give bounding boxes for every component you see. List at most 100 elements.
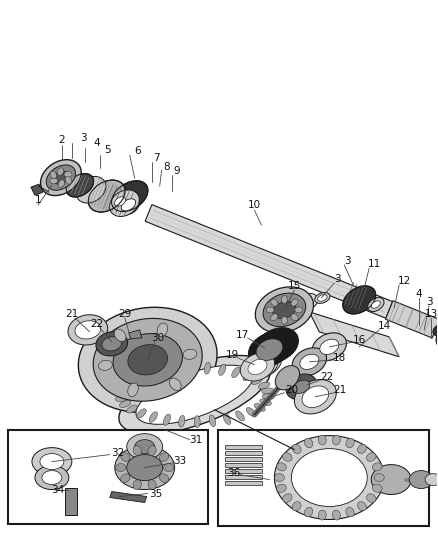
Text: 5: 5 xyxy=(105,145,111,155)
Bar xyxy=(225,450,262,455)
Polygon shape xyxy=(145,205,392,318)
Ellipse shape xyxy=(264,334,291,356)
Text: 14: 14 xyxy=(378,321,391,331)
Ellipse shape xyxy=(292,445,301,454)
Ellipse shape xyxy=(262,388,274,394)
Text: 3: 3 xyxy=(81,133,87,143)
Ellipse shape xyxy=(75,321,101,339)
Ellipse shape xyxy=(372,463,382,471)
Ellipse shape xyxy=(409,471,433,489)
Text: 9: 9 xyxy=(173,166,180,176)
Text: 22: 22 xyxy=(321,372,334,382)
Ellipse shape xyxy=(295,293,318,311)
Ellipse shape xyxy=(252,330,294,365)
Ellipse shape xyxy=(68,314,108,345)
Ellipse shape xyxy=(255,287,314,333)
Ellipse shape xyxy=(256,339,283,360)
Ellipse shape xyxy=(110,192,130,211)
Ellipse shape xyxy=(149,412,158,422)
Ellipse shape xyxy=(232,367,240,378)
Bar xyxy=(225,457,262,461)
Ellipse shape xyxy=(318,435,326,445)
Polygon shape xyxy=(31,184,43,195)
Ellipse shape xyxy=(120,453,130,462)
Ellipse shape xyxy=(346,438,354,448)
Text: 17: 17 xyxy=(236,330,249,340)
Ellipse shape xyxy=(244,351,278,379)
Bar xyxy=(225,474,262,479)
Ellipse shape xyxy=(318,510,326,520)
Ellipse shape xyxy=(41,160,81,196)
Ellipse shape xyxy=(304,507,313,517)
Ellipse shape xyxy=(116,464,126,472)
Bar xyxy=(65,488,77,515)
Text: 3: 3 xyxy=(344,256,350,266)
Ellipse shape xyxy=(262,393,274,400)
Ellipse shape xyxy=(304,438,313,448)
Ellipse shape xyxy=(436,325,438,339)
Text: 13: 13 xyxy=(424,309,438,319)
Ellipse shape xyxy=(371,301,380,308)
Ellipse shape xyxy=(425,473,438,486)
Ellipse shape xyxy=(266,307,274,313)
Ellipse shape xyxy=(64,176,78,187)
Text: 10: 10 xyxy=(248,200,261,210)
Ellipse shape xyxy=(50,178,58,184)
Ellipse shape xyxy=(170,378,181,391)
Text: 11: 11 xyxy=(367,259,381,269)
Ellipse shape xyxy=(133,480,141,490)
Ellipse shape xyxy=(271,299,278,306)
Bar xyxy=(225,463,262,466)
Ellipse shape xyxy=(283,494,292,503)
Ellipse shape xyxy=(312,333,346,361)
Ellipse shape xyxy=(332,510,340,520)
Text: 3: 3 xyxy=(426,297,432,307)
Ellipse shape xyxy=(433,325,438,336)
Ellipse shape xyxy=(260,336,287,358)
Text: 34: 34 xyxy=(51,484,64,495)
Ellipse shape xyxy=(121,199,136,211)
Ellipse shape xyxy=(276,463,286,471)
Polygon shape xyxy=(309,312,399,357)
Ellipse shape xyxy=(374,473,384,481)
Ellipse shape xyxy=(302,386,328,408)
Ellipse shape xyxy=(223,414,231,424)
Ellipse shape xyxy=(163,414,170,425)
Ellipse shape xyxy=(194,416,200,427)
Ellipse shape xyxy=(42,471,62,484)
Ellipse shape xyxy=(320,339,339,354)
Ellipse shape xyxy=(247,349,282,377)
Ellipse shape xyxy=(357,445,367,454)
Ellipse shape xyxy=(343,286,376,314)
Polygon shape xyxy=(385,301,438,338)
Ellipse shape xyxy=(32,448,72,475)
Ellipse shape xyxy=(159,474,169,482)
Ellipse shape xyxy=(255,355,274,370)
Text: 12: 12 xyxy=(398,276,411,286)
Ellipse shape xyxy=(128,345,167,375)
Text: 35: 35 xyxy=(149,489,162,498)
Text: 16: 16 xyxy=(353,335,366,345)
Polygon shape xyxy=(110,491,147,503)
Ellipse shape xyxy=(133,446,141,455)
Text: 22: 22 xyxy=(90,319,103,329)
Ellipse shape xyxy=(110,190,139,216)
Ellipse shape xyxy=(281,295,287,303)
Ellipse shape xyxy=(314,293,330,303)
Text: 4: 4 xyxy=(93,138,100,148)
Ellipse shape xyxy=(112,181,148,212)
Ellipse shape xyxy=(263,293,306,327)
Text: 33: 33 xyxy=(173,456,186,466)
Ellipse shape xyxy=(292,348,327,376)
Text: 21: 21 xyxy=(334,385,347,395)
Ellipse shape xyxy=(367,297,384,311)
Ellipse shape xyxy=(115,390,127,396)
Ellipse shape xyxy=(96,332,127,356)
Ellipse shape xyxy=(173,363,180,375)
Ellipse shape xyxy=(243,372,252,381)
Ellipse shape xyxy=(99,360,113,370)
Ellipse shape xyxy=(93,318,202,401)
Ellipse shape xyxy=(135,440,155,454)
Ellipse shape xyxy=(291,449,367,506)
Ellipse shape xyxy=(148,480,156,490)
